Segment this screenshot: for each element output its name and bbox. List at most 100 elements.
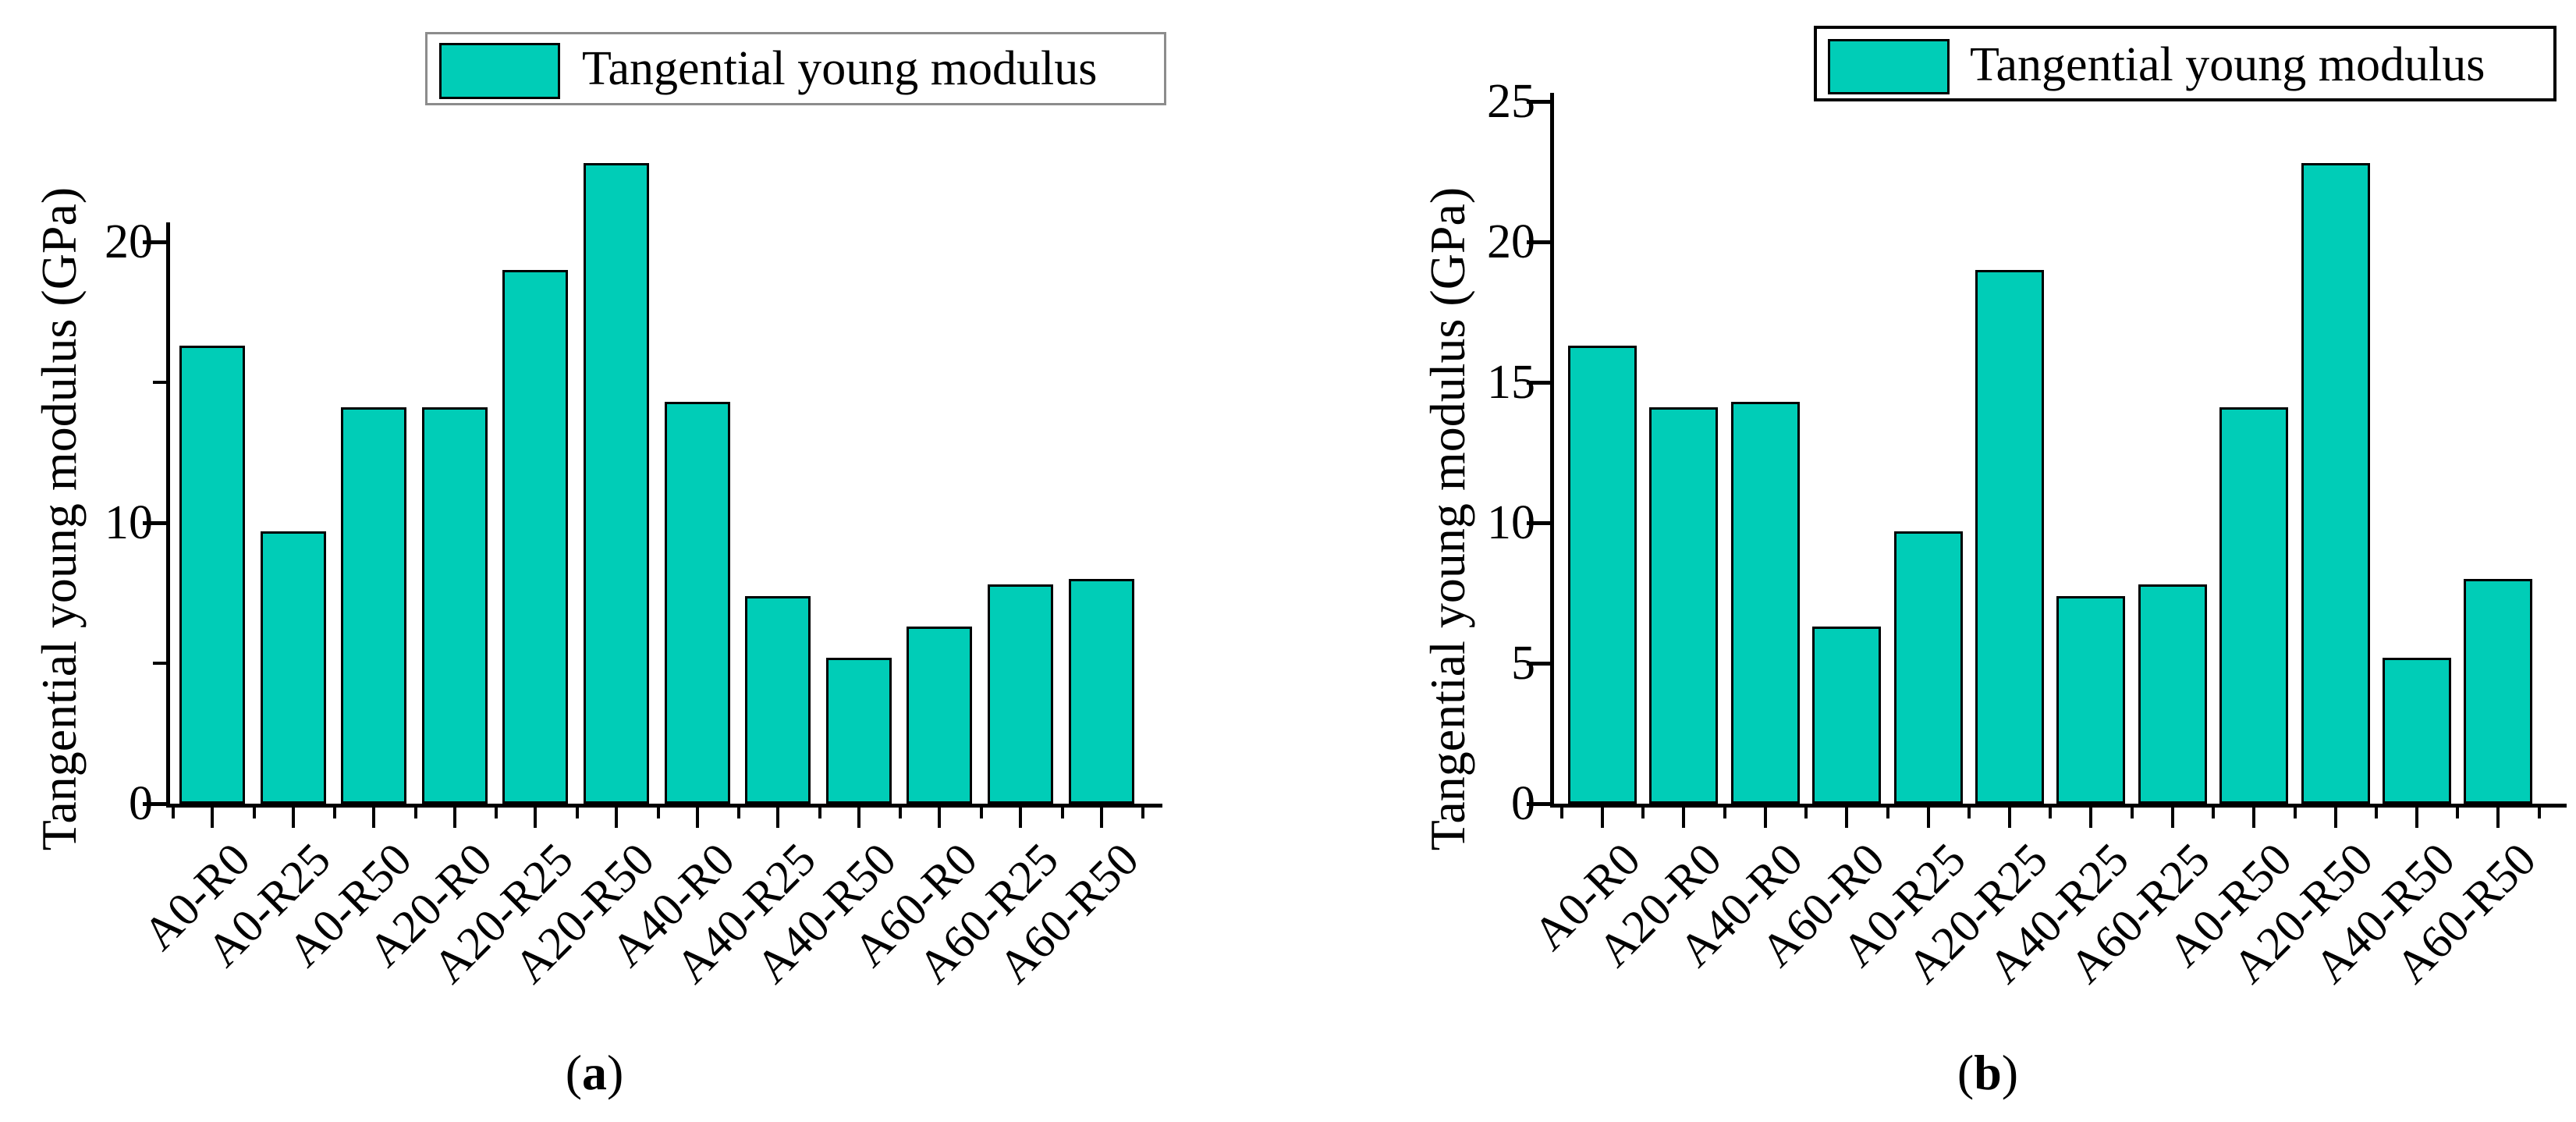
x-center-tick bbox=[372, 808, 376, 828]
x-boundary-tick bbox=[1967, 808, 1971, 818]
x-boundary-tick bbox=[413, 808, 417, 818]
x-boundary-tick bbox=[1723, 808, 1726, 818]
x-center-tick bbox=[1763, 808, 1767, 828]
x-boundary-tick bbox=[1641, 808, 1645, 818]
bar-A60-R50 bbox=[1068, 579, 1134, 804]
bar-A0-R0 bbox=[1568, 346, 1637, 804]
panel-caption: (b) bbox=[1832, 1044, 2144, 1102]
bar-A0-R25 bbox=[260, 531, 326, 804]
y-axis-spine bbox=[1550, 93, 1554, 808]
bar-A20-R50 bbox=[2301, 163, 2370, 804]
y-tick-label: 25 bbox=[1487, 75, 1535, 128]
y-major-tick bbox=[1527, 100, 1550, 104]
bar-A0-R25 bbox=[1893, 531, 1963, 804]
x-boundary-tick bbox=[2537, 808, 2541, 818]
y-major-tick bbox=[143, 802, 166, 806]
x-center-tick bbox=[211, 808, 214, 828]
x-boundary-tick bbox=[495, 808, 499, 818]
x-boundary-tick bbox=[2293, 808, 2297, 818]
bar-A20-R25 bbox=[1975, 270, 2044, 804]
y-tick-label: 15 bbox=[1487, 356, 1535, 409]
x-boundary-tick bbox=[1141, 808, 1145, 818]
x-boundary-tick bbox=[1560, 808, 1563, 818]
x-center-tick bbox=[1019, 808, 1022, 828]
y-minor-tick bbox=[153, 381, 166, 384]
bar-A0-R50 bbox=[341, 407, 407, 804]
x-boundary-tick bbox=[737, 808, 741, 818]
y-tick-label: 0 bbox=[129, 777, 153, 830]
x-boundary-tick bbox=[818, 808, 821, 818]
bar-A60-R25 bbox=[988, 584, 1053, 804]
x-boundary-tick bbox=[2375, 808, 2378, 818]
x-center-tick bbox=[452, 808, 456, 828]
y-tick-label: 0 bbox=[1511, 777, 1535, 830]
bar-A60-R25 bbox=[2138, 584, 2207, 804]
x-center-tick bbox=[2333, 808, 2337, 828]
y-major-tick bbox=[143, 521, 166, 525]
y-major-tick bbox=[1527, 802, 1550, 806]
y-axis-spine bbox=[166, 222, 170, 808]
x-boundary-tick bbox=[252, 808, 256, 818]
x-boundary-tick bbox=[1804, 808, 1808, 818]
legend-label: Tangential young modulus bbox=[1970, 38, 2486, 91]
y-major-tick bbox=[143, 240, 166, 244]
x-boundary-tick bbox=[2049, 808, 2053, 818]
y-tick-label: 5 bbox=[1511, 637, 1535, 690]
bar-A0-R50 bbox=[2219, 407, 2289, 804]
bar-A60-R0 bbox=[1812, 627, 1882, 804]
legend-color-swatch-icon bbox=[439, 43, 560, 99]
x-center-tick bbox=[938, 808, 942, 828]
x-boundary-tick bbox=[656, 808, 660, 818]
x-center-tick bbox=[1601, 808, 1604, 828]
x-boundary-tick bbox=[899, 808, 903, 818]
y-tick-label: 10 bbox=[1487, 496, 1535, 549]
x-center-tick bbox=[534, 808, 538, 828]
bar-A40-R50 bbox=[2383, 657, 2451, 804]
x-boundary-tick bbox=[333, 808, 337, 818]
y-tick-label: 10 bbox=[105, 496, 153, 549]
x-axis-spine bbox=[166, 804, 1162, 808]
x-center-tick bbox=[2089, 808, 2093, 828]
bar-A60-R50 bbox=[2464, 579, 2533, 804]
x-boundary-tick bbox=[2212, 808, 2216, 818]
y-tick-label: 20 bbox=[105, 215, 153, 268]
x-boundary-tick bbox=[1886, 808, 1889, 818]
y-major-tick bbox=[1527, 381, 1550, 385]
bar-A40-R50 bbox=[825, 657, 892, 804]
x-center-tick bbox=[615, 808, 618, 828]
bar-A40-R0 bbox=[1730, 402, 1800, 804]
caption-paren: ( bbox=[565, 1045, 582, 1100]
x-center-tick bbox=[857, 808, 860, 828]
x-center-tick bbox=[2008, 808, 2011, 828]
x-center-tick bbox=[776, 808, 780, 828]
x-boundary-tick bbox=[1060, 808, 1064, 818]
y-major-tick bbox=[1527, 521, 1550, 525]
x-boundary-tick bbox=[576, 808, 579, 818]
x-center-tick bbox=[1926, 808, 1930, 828]
y-major-tick bbox=[1527, 662, 1550, 666]
bar-A20-R0 bbox=[1649, 407, 1719, 804]
x-center-tick bbox=[2170, 808, 2174, 828]
x-center-tick bbox=[291, 808, 295, 828]
panel-caption: (a) bbox=[438, 1044, 750, 1102]
caption-paren: ( bbox=[1957, 1045, 1975, 1100]
caption-letter: a bbox=[582, 1045, 607, 1100]
caption-paren: ) bbox=[607, 1045, 624, 1100]
y-tick-label: 20 bbox=[1487, 215, 1535, 268]
x-center-tick bbox=[2415, 808, 2418, 828]
bar-A20-R25 bbox=[502, 270, 569, 804]
x-center-tick bbox=[2496, 808, 2500, 828]
x-boundary-tick bbox=[2456, 808, 2460, 818]
bar-A40-R25 bbox=[745, 595, 811, 804]
bar-A20-R50 bbox=[584, 163, 649, 804]
bar-A40-R0 bbox=[664, 402, 730, 804]
bar-A60-R0 bbox=[907, 627, 973, 804]
x-boundary-tick bbox=[172, 808, 175, 818]
x-axis-spine bbox=[1550, 804, 2567, 808]
legend-label: Tangential young modulus bbox=[582, 42, 1098, 95]
y-minor-tick bbox=[153, 662, 166, 665]
caption-letter: b bbox=[1974, 1045, 2002, 1100]
